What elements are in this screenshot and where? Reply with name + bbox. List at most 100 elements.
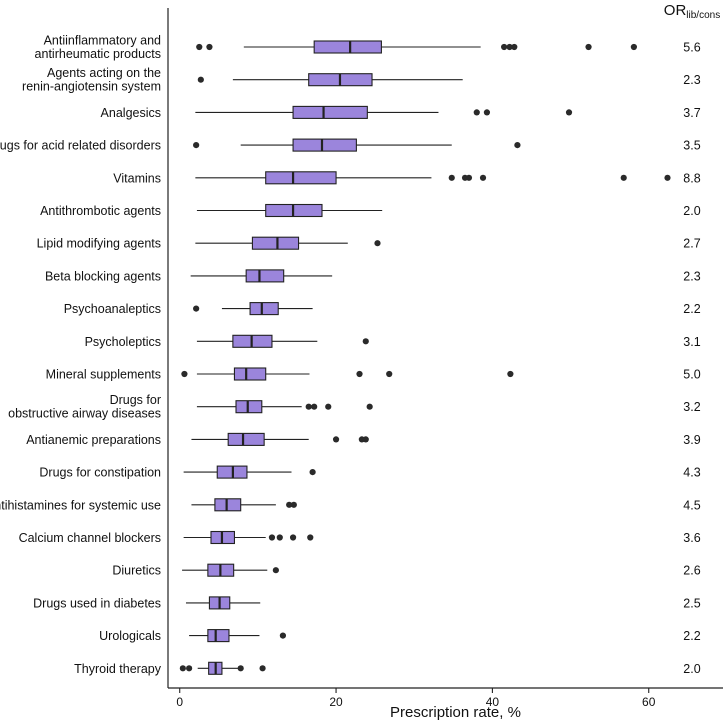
box-row bbox=[190, 269, 333, 283]
category-label-line: Antiinflammatory and bbox=[44, 34, 161, 48]
odds-ratio-value: 2.2 bbox=[683, 302, 700, 316]
category-label-line: Drugs used in diabetes bbox=[33, 596, 161, 610]
outlier-point bbox=[193, 142, 200, 149]
category-label: Calcium channel blockers bbox=[19, 531, 161, 545]
outlier-point bbox=[664, 174, 671, 181]
outlier-point bbox=[479, 174, 487, 181]
outlier-point bbox=[386, 370, 393, 378]
outlier-point bbox=[465, 174, 473, 181]
iqr-box bbox=[207, 629, 230, 643]
category-label: Lipid modifying agents bbox=[37, 237, 161, 251]
outlier-point bbox=[483, 109, 491, 116]
box-row bbox=[183, 465, 316, 479]
outlier-point bbox=[356, 370, 363, 378]
box-row bbox=[197, 73, 463, 87]
category-label-line: Urologicals bbox=[99, 629, 161, 643]
box-row bbox=[196, 203, 383, 218]
category-label: Psychoanaleptics bbox=[64, 302, 161, 316]
outlier-point bbox=[279, 632, 287, 639]
iqr-box bbox=[265, 171, 337, 185]
x-tick-label: 40 bbox=[486, 695, 500, 709]
category-label: Agents acting on the renin-angiotensin sy… bbox=[22, 66, 161, 94]
outlier-point bbox=[565, 109, 573, 116]
category-label-line: Psychoanaleptics bbox=[64, 302, 161, 316]
odds-ratio-value: 3.6 bbox=[683, 531, 700, 545]
outlier-point bbox=[366, 403, 373, 410]
category-label: Vitamins bbox=[113, 171, 161, 185]
box-row bbox=[191, 432, 369, 446]
category-label-line: Drugs for constipation bbox=[39, 466, 161, 480]
odds-ratio-value: 2.0 bbox=[683, 662, 700, 676]
box-row bbox=[183, 530, 314, 545]
box-row bbox=[196, 40, 637, 54]
iqr-box bbox=[251, 236, 300, 250]
odds-ratio-value: 2.5 bbox=[683, 596, 700, 610]
axes bbox=[167, 8, 723, 689]
category-label-line: Agents acting on the bbox=[47, 66, 161, 80]
category-label: Psycholeptics bbox=[85, 335, 161, 349]
outlier-point bbox=[311, 403, 318, 410]
category-label: Drugs for obstructive airway diseases bbox=[8, 393, 161, 421]
category-label-line: Antianemic preparations bbox=[26, 433, 161, 447]
odds-ratio-value: 2.6 bbox=[683, 564, 700, 578]
outlier-point bbox=[507, 370, 514, 378]
outlier-point bbox=[473, 109, 480, 116]
box-row bbox=[193, 138, 521, 152]
outlier-point bbox=[332, 436, 340, 443]
odds-ratio-value: 3.7 bbox=[683, 106, 700, 120]
iqr-box bbox=[313, 40, 382, 54]
category-label: Drugs used in diabetes bbox=[33, 596, 161, 610]
odds-ratio-value: 2.7 bbox=[683, 237, 700, 251]
outlier-point bbox=[630, 43, 637, 51]
box-row bbox=[195, 236, 381, 250]
outlier-point bbox=[362, 436, 369, 443]
outlier-point bbox=[181, 370, 188, 378]
outlier-point bbox=[272, 567, 279, 574]
outlier-point bbox=[305, 403, 312, 410]
odds-ratio-value: 5.0 bbox=[683, 368, 700, 382]
odds-ratio-value: 3.9 bbox=[683, 433, 700, 447]
boxplot-series bbox=[179, 40, 671, 675]
odds-ratio-value: 4.3 bbox=[683, 466, 700, 480]
outlier-point bbox=[290, 501, 297, 508]
outlier-point bbox=[179, 665, 186, 672]
iqr-box bbox=[292, 105, 368, 119]
outlier-point bbox=[276, 534, 283, 541]
outlier-point bbox=[186, 665, 193, 672]
odds-ratio-value: 3.5 bbox=[683, 139, 700, 153]
category-label-line: Mineral supplements bbox=[46, 368, 161, 382]
category-label: Diuretics bbox=[112, 564, 161, 578]
x-tick-label: 0 bbox=[176, 695, 183, 709]
x-tick-label: 60 bbox=[642, 695, 656, 709]
category-label: Antihistamines for systemic use bbox=[0, 498, 161, 512]
box-row bbox=[181, 367, 514, 381]
iqr-box bbox=[292, 138, 357, 152]
category-label: Beta blocking agents bbox=[45, 269, 161, 283]
odds-ratio-header-main: OR bbox=[664, 2, 687, 19]
odds-ratio-header: ORlib/cons bbox=[664, 2, 720, 21]
box-row bbox=[193, 302, 313, 316]
category-label-line: Calcium channel blockers bbox=[19, 531, 161, 545]
category-label-line: Antithrombotic agents bbox=[40, 204, 161, 218]
iqr-box bbox=[233, 367, 267, 381]
outlier-point bbox=[506, 43, 513, 51]
outlier-point bbox=[197, 76, 204, 83]
odds-ratio-value: 2.2 bbox=[683, 629, 700, 643]
odds-ratio-value: 3.1 bbox=[683, 335, 700, 349]
outlier-point bbox=[325, 403, 332, 410]
category-label-line: obstructive airway diseases bbox=[8, 407, 161, 421]
category-label: Antiinflammatory and antirheumatic produc… bbox=[35, 34, 161, 62]
box-row bbox=[182, 563, 279, 577]
box-row bbox=[195, 105, 573, 119]
category-label-line: Analgesics bbox=[101, 106, 161, 120]
outlier-point bbox=[309, 469, 316, 476]
odds-ratio-column: 5.6 2.3 3.7 3.5 8.8 2.0 2.7 2.3 2.2 3.1 5.0 3.2 3.9 4… bbox=[683, 41, 700, 676]
odds-ratio-value: 8.8 bbox=[683, 171, 700, 185]
iqr-box bbox=[235, 400, 263, 414]
box-row bbox=[185, 596, 261, 610]
category-label: Thyroid therapy bbox=[74, 662, 162, 676]
category-label-line: antirheumatic products bbox=[35, 47, 161, 61]
outlier-point bbox=[196, 43, 203, 51]
box-row bbox=[189, 629, 287, 643]
